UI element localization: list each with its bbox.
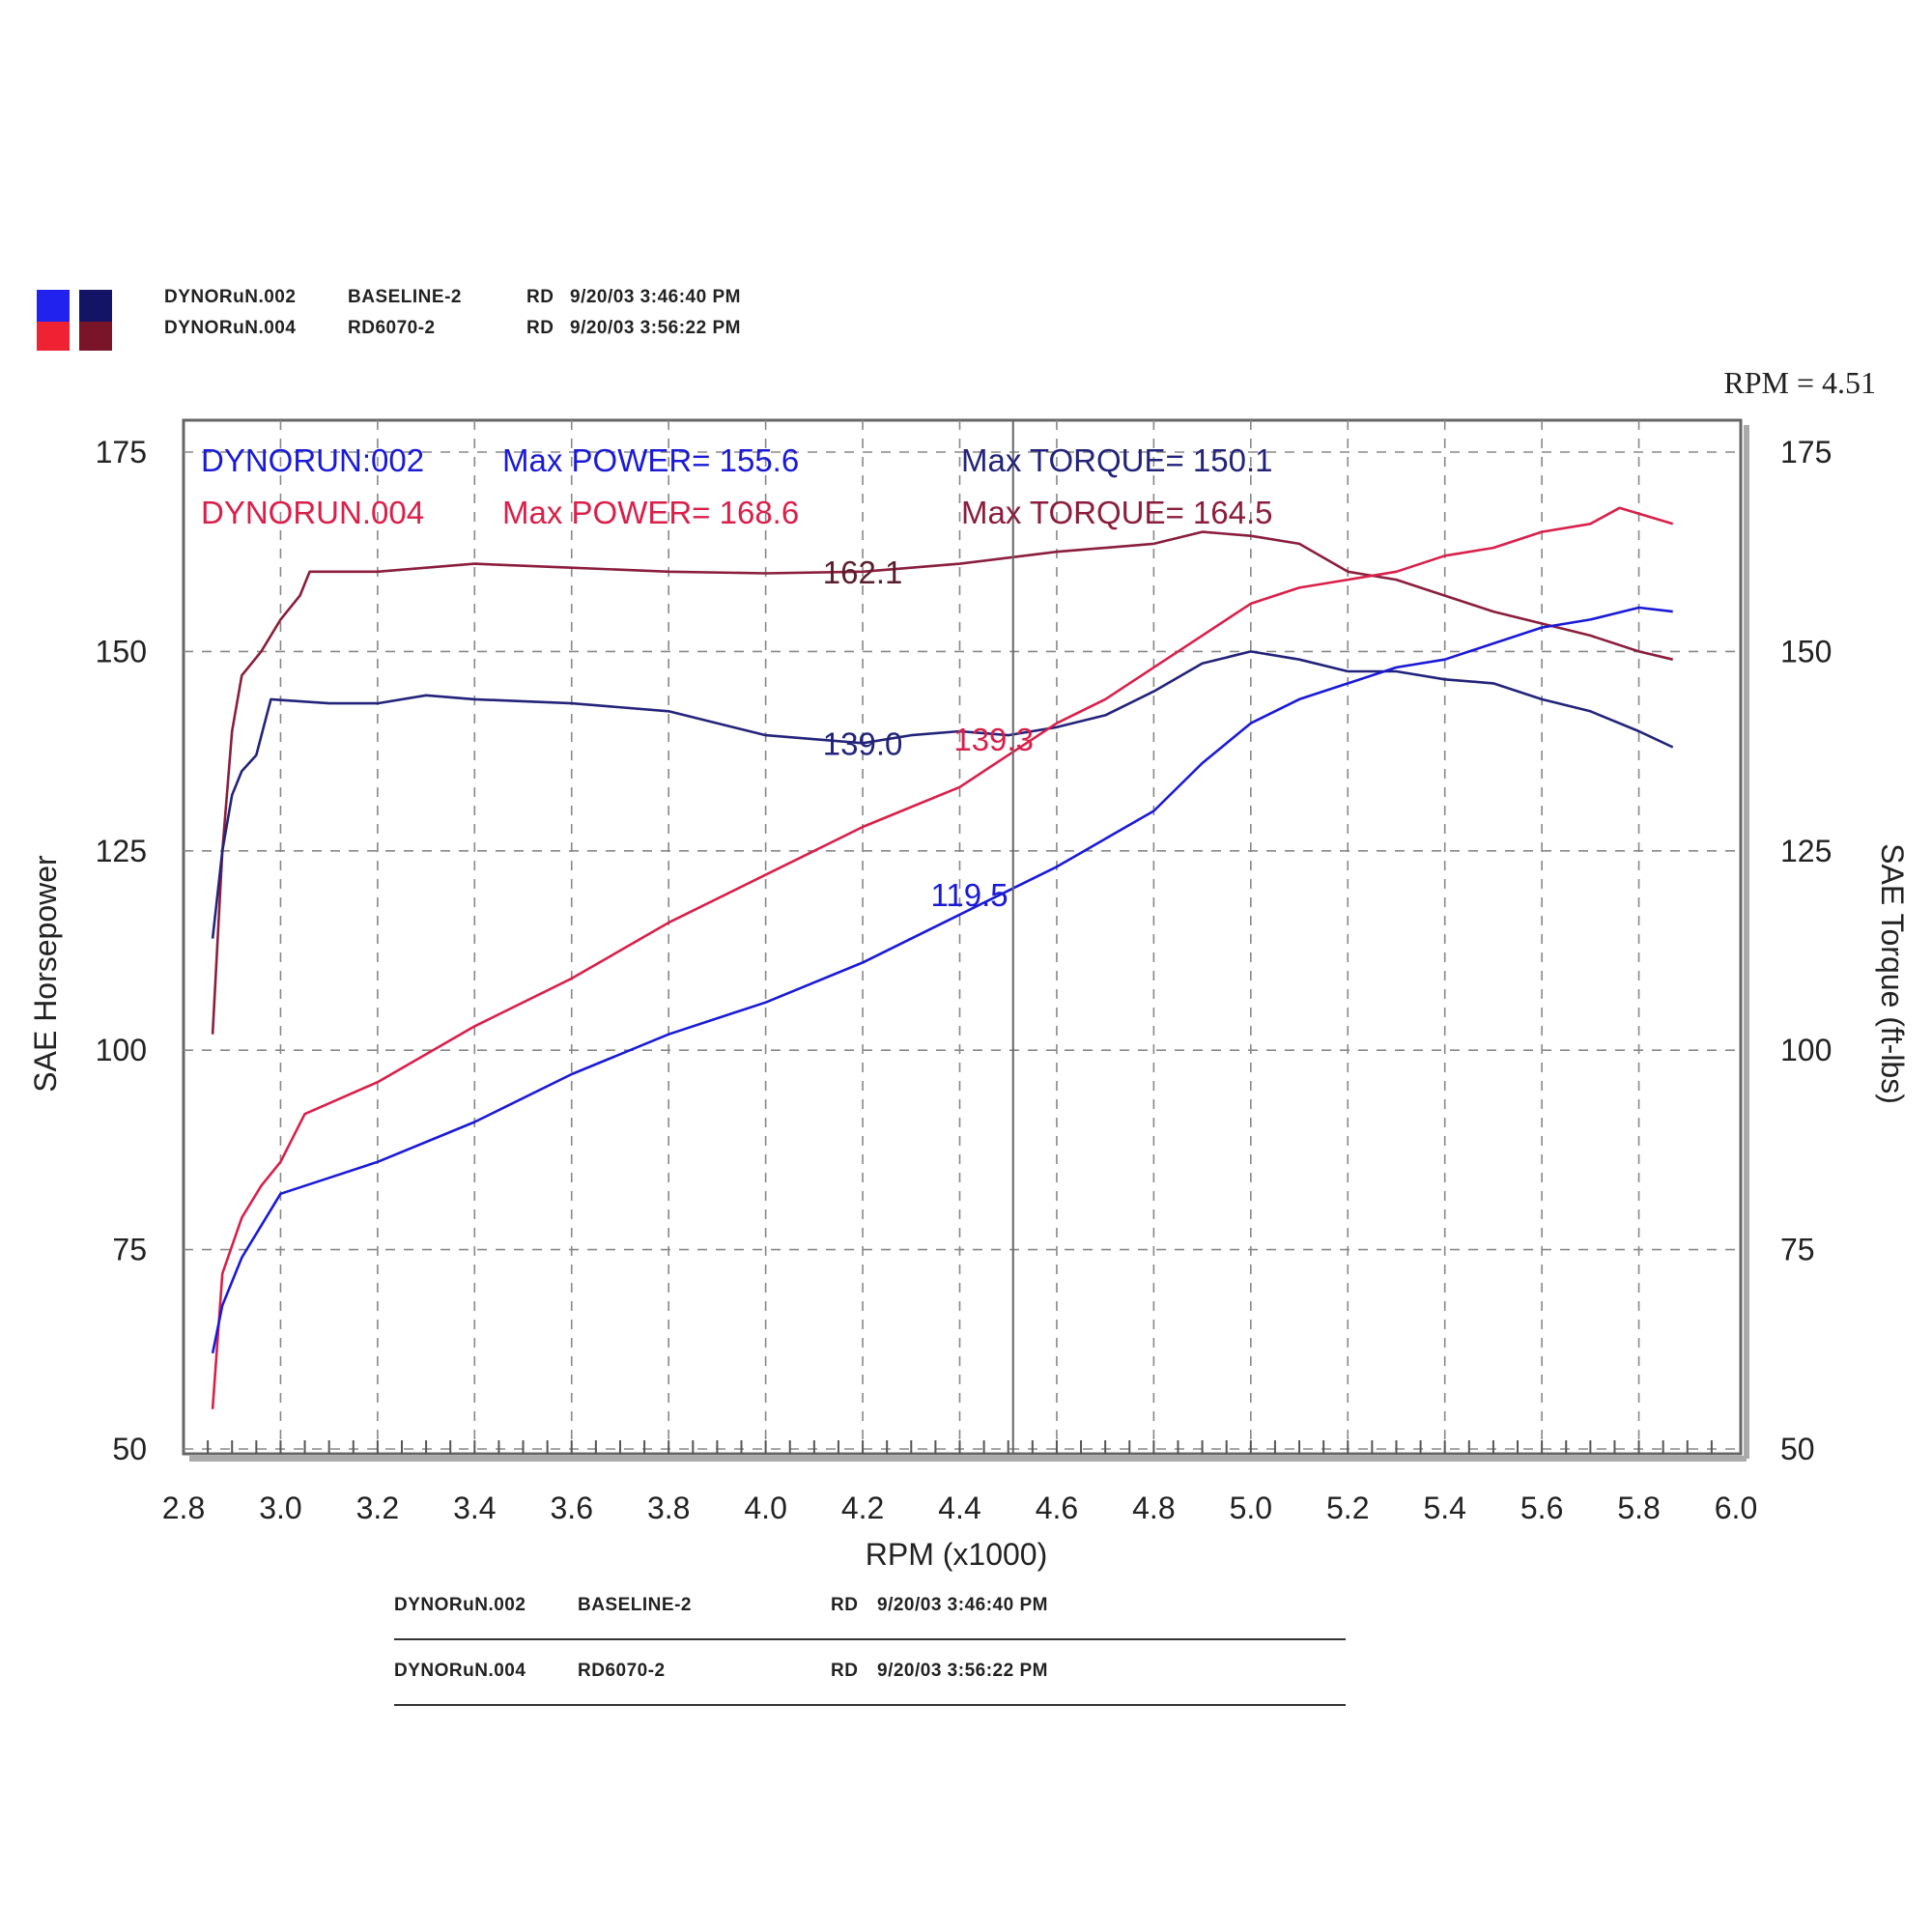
y-tick-label: 125 (96, 834, 147, 868)
legend-run004-torque: Max TORQUE= 164.5 (961, 495, 1273, 530)
series-line-torque-dynorun004 (211, 530, 1673, 1035)
x-tick-label: 5.8 (1617, 1491, 1660, 1525)
swatch-run002-power (37, 290, 70, 322)
footer-run-op: RD (831, 1595, 858, 1615)
x-tick-label: 4.4 (938, 1491, 980, 1525)
legend-run004-power: Max POWER= 168.6 (502, 495, 799, 530)
swatch-run004-torque (79, 322, 112, 351)
y-tick-label: 100 (96, 1033, 147, 1067)
data-label: 162.1 (823, 554, 903, 590)
data-label: 139.0 (823, 725, 903, 761)
x-tick-label: 5.2 (1326, 1491, 1369, 1525)
swatch-run004-power (37, 322, 70, 351)
x-tick-label: 6.0 (1715, 1491, 1757, 1525)
y-axis-title: SAE Horsepower (28, 855, 63, 1093)
y2-axis-title: SAE Torque (ft-lbs) (1875, 843, 1910, 1104)
legend-run002-name: DYNORUN:002 (201, 442, 424, 478)
x-tick-label: 5.0 (1230, 1491, 1272, 1525)
x-tick-label: 3.0 (259, 1491, 301, 1525)
y-tick-label: 50 (112, 1432, 147, 1466)
x-tick-label: 4.2 (841, 1491, 884, 1525)
swatch-run002-torque (79, 290, 112, 322)
header-run-datetime: 9/20/03 3:46:40 PM (570, 287, 741, 307)
footer-run-file: DYNORuN.002 (394, 1595, 526, 1615)
x-tick-labels: 2.8 3.0 3.2 3.4 3.6 3.8 4.0 4.2 4.4 4.6 4.8 5.0 5.2 5… (162, 1491, 1757, 1525)
x-tick-label: 4.0 (744, 1491, 786, 1525)
data-label: 119.5 (930, 877, 1008, 913)
y2-tick-labels: 50 75 100 125 150 175 (1780, 435, 1832, 1466)
series-line-power-dynorun002 (211, 606, 1673, 1354)
header-run-op: RD (526, 287, 554, 307)
footer-run-list: DYNORuN.002 BASELINE-2 RD 9/20/03 3:46:4… (394, 1595, 1346, 1706)
grid-lines (184, 420, 1741, 1454)
x-tick-label: 3.8 (647, 1491, 690, 1525)
header-run-name: RD6070-2 (348, 318, 436, 338)
y2-tick-label: 75 (1780, 1233, 1815, 1267)
run-color-swatches (37, 290, 112, 351)
x-tick-label: 4.6 (1036, 1491, 1078, 1525)
footer-run-datetime: 9/20/03 3:56:22 PM (877, 1661, 1048, 1681)
y2-tick-label: 50 (1780, 1432, 1815, 1466)
data-series (211, 506, 1674, 1409)
footer-run-name: BASELINE-2 (578, 1595, 692, 1615)
x-axis-title: RPM (x1000) (866, 1537, 1048, 1572)
footer-run-op: RD (831, 1661, 858, 1681)
y-tick-labels: 50 75 100 125 150 175 (96, 435, 147, 1466)
y2-tick-label: 100 (1780, 1033, 1832, 1067)
y-tick-label: 150 (96, 634, 147, 668)
series-line-torque-dynorun002 (211, 650, 1674, 939)
x-tick-label: 5.6 (1520, 1491, 1563, 1525)
x-tick-label: 3.4 (453, 1491, 496, 1525)
series-line-power-dynorun004 (211, 506, 1674, 1409)
header-run-name: BASELINE-2 (348, 287, 462, 307)
y-tick-label: 175 (96, 435, 147, 469)
data-label: 139.3 (953, 722, 1034, 757)
y-tick-label: 75 (112, 1233, 147, 1267)
x-tick-label: 3.2 (356, 1491, 399, 1525)
plot-frame (182, 418, 1743, 1456)
legend-run002-torque: Max TORQUE= 150.1 (961, 442, 1273, 478)
y2-tick-label: 150 (1780, 634, 1832, 668)
legend-run002-power: Max POWER= 155.6 (502, 442, 799, 478)
header-run-list: DYNORuN.002 BASELINE-2 RD 9/20/03 3:46:4… (164, 287, 741, 338)
header-run-file: DYNORuN.004 (164, 318, 296, 338)
footer-run-datetime: 9/20/03 3:46:40 PM (877, 1595, 1048, 1615)
y2-tick-label: 175 (1780, 435, 1832, 469)
footer-run-name: RD6070-2 (578, 1661, 666, 1681)
x-tick-label: 4.8 (1132, 1491, 1175, 1525)
y2-tick-label: 125 (1780, 834, 1832, 868)
legend-run004-name: DYNORUN.004 (201, 495, 424, 530)
minor-ticks (207, 1440, 1713, 1454)
x-tick-label: 2.8 (162, 1491, 205, 1525)
x-tick-label: 5.4 (1423, 1491, 1465, 1525)
cursor-readout: RPM = 4.51 (1723, 365, 1876, 400)
header-run-datetime: 9/20/03 3:56:22 PM (570, 318, 741, 338)
header-run-op: RD (526, 318, 554, 338)
footer-run-file: DYNORuN.004 (394, 1661, 526, 1681)
in-plot-legend: DYNORUN:002 Max POWER= 155.6 Max TORQUE=… (201, 442, 1273, 530)
header-run-file: DYNORuN.002 (164, 287, 296, 307)
x-tick-label: 3.6 (551, 1491, 593, 1525)
data-annotations: 162.1 139.0 139.3 119.5 (823, 554, 1034, 913)
